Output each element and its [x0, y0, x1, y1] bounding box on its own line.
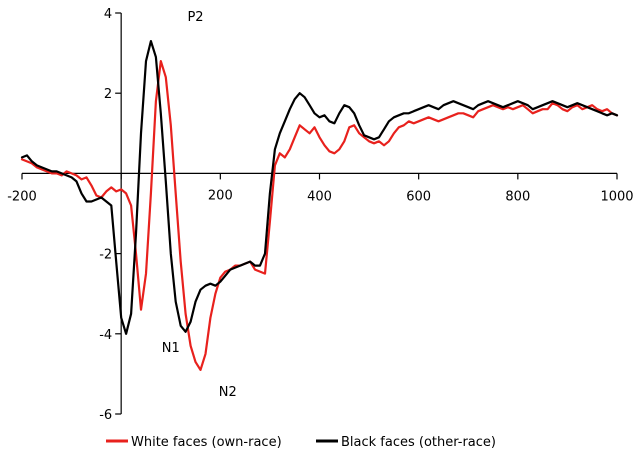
y-tick-label: -4: [99, 328, 112, 343]
annotations: P2 N1 N2: [162, 10, 237, 400]
x-tick-label: 400: [307, 189, 332, 204]
series-layer: [20, 40, 619, 371]
y-ticks: 4 2 -2 -4 -6: [99, 7, 122, 423]
x-tick-label: 600: [406, 189, 431, 204]
series-line-black-faces: [20, 40, 619, 335]
series-line-white-faces: [20, 60, 619, 371]
y-tick-label: -2: [99, 248, 112, 263]
y-tick-label: 4: [104, 7, 112, 22]
x-tick-label: 200: [208, 188, 233, 203]
legend: White faces (own-race) Black faces (other…: [106, 435, 496, 450]
legend-label: Black faces (other-race): [341, 435, 496, 450]
x-tick-label: 1000: [600, 189, 633, 204]
x-ticks: -200 400 600 800 1000 200: [7, 173, 634, 204]
legend-label: White faces (own-race): [131, 435, 282, 450]
x-tick-label: -200: [7, 189, 37, 204]
peak-label-n1: N1: [162, 341, 180, 356]
peak-label-n2: N2: [219, 385, 237, 400]
y-tick-label: 2: [104, 87, 112, 102]
x-tick-label: 800: [505, 189, 530, 204]
peak-label-p2: P2: [187, 10, 203, 25]
y-tick-label: -6: [99, 408, 112, 423]
